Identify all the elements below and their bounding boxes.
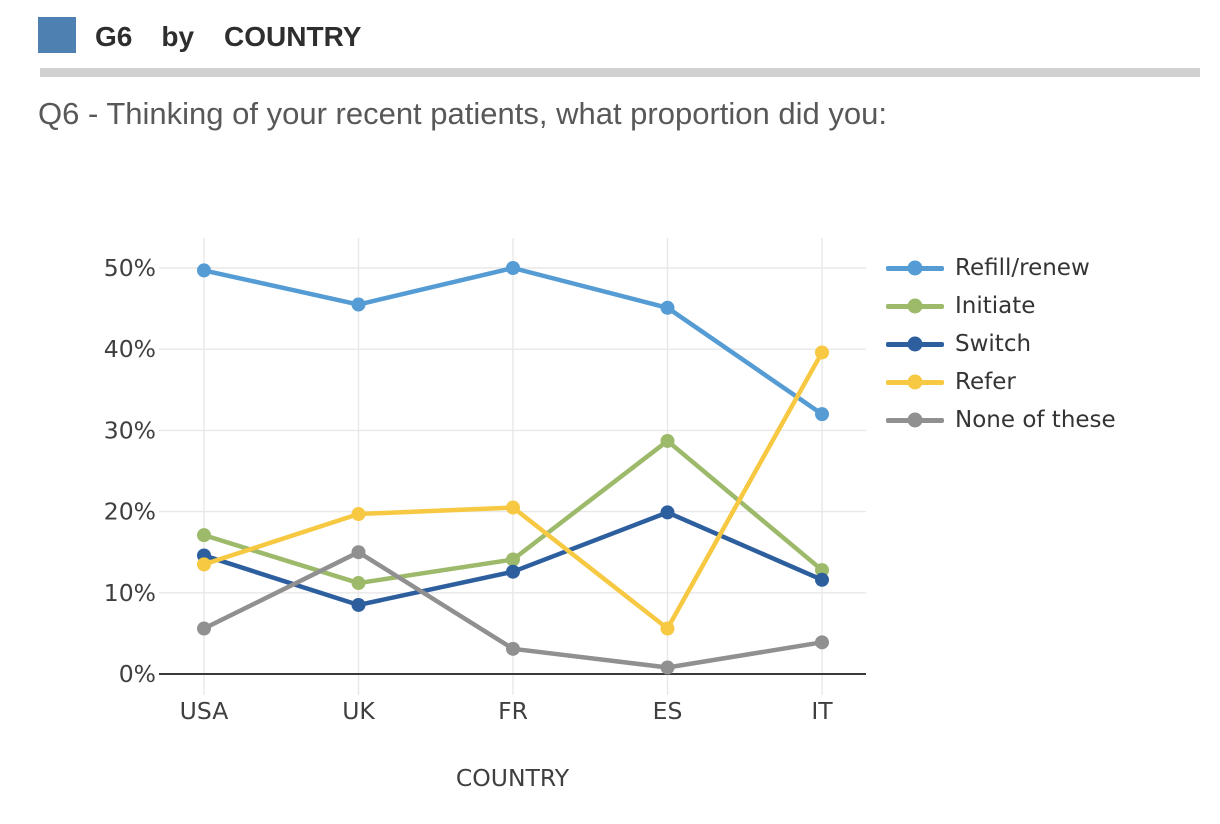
legend-dot-icon: [907, 260, 923, 276]
data-point-switch-uk: [351, 597, 366, 612]
legend-item-none-of-these[interactable]: None of these: [886, 401, 1116, 439]
data-point-refill-renew-usa: [197, 263, 211, 278]
title-measure: G6: [95, 21, 133, 52]
chart-legend: Refill/renew Initiate Switch Refer None …: [886, 249, 1116, 439]
data-point-refill-renew-uk: [351, 297, 366, 312]
legend-item-refill-renew[interactable]: Refill/renew: [886, 249, 1116, 287]
legend-dot-icon: [907, 412, 923, 428]
data-point-refer-fr: [506, 500, 520, 515]
legend-item-initiate[interactable]: Initiate: [886, 287, 1116, 325]
y-tick-label: 10%: [104, 579, 156, 607]
data-point-refill-renew-es: [660, 300, 675, 315]
x-axis-title: COUNTRY: [456, 764, 570, 792]
series-line-none-of-these: [201, 549, 825, 670]
data-point-refill-renew-it: [815, 407, 829, 422]
x-tick-label: USA: [180, 697, 229, 725]
y-tick-label: 20%: [104, 498, 156, 526]
data-point-initiate-fr: [506, 552, 520, 567]
y-tick-label: 40%: [104, 335, 156, 363]
data-point-initiate-usa: [197, 528, 211, 543]
title-connector: by: [161, 21, 195, 52]
title-group: COUNTRY: [224, 21, 362, 52]
x-tick-label: ES: [653, 697, 683, 725]
legend-line-marker: [886, 412, 944, 428]
legend-line-marker: [886, 336, 944, 352]
data-point-switch-fr: [506, 564, 520, 579]
data-point-none-of-these-uk: [351, 545, 366, 560]
legend-line-marker: [886, 260, 944, 276]
data-point-none-of-these-es: [660, 660, 675, 675]
data-point-refill-renew-fr: [506, 261, 520, 275]
data-point-initiate-es: [660, 433, 675, 448]
data-point-refer-usa: [197, 557, 211, 572]
x-tick-label: UK: [342, 697, 375, 725]
page-title: G6 by COUNTRY: [95, 19, 361, 55]
legend-label: Initiate: [955, 293, 1036, 319]
legend-dot-icon: [907, 374, 923, 390]
data-point-none-of-these-usa: [197, 621, 211, 636]
data-point-switch-it: [815, 572, 829, 587]
series-line-initiate: [201, 438, 825, 586]
question-text: Q6 - Thinking of your recent patients, w…: [38, 96, 887, 131]
data-point-initiate-uk: [351, 576, 366, 591]
data-point-refer-es: [660, 621, 675, 636]
x-tick-label: IT: [811, 697, 833, 725]
legend-label: Switch: [955, 331, 1032, 357]
x-tick-label: FR: [498, 697, 528, 725]
data-point-refer-it: [815, 345, 829, 360]
data-point-switch-es: [660, 505, 675, 520]
y-tick-label: 30%: [104, 416, 156, 444]
series-line-refer: [201, 350, 825, 631]
legend-dot-icon: [907, 336, 923, 352]
legend-line-marker: [886, 374, 944, 390]
data-point-none-of-these-fr: [506, 641, 520, 656]
y-tick-label: 50%: [104, 254, 156, 282]
legend-dot-icon: [907, 298, 923, 314]
legend-line-marker: [886, 298, 944, 314]
series-line-refill-renew: [201, 265, 825, 417]
legend-label: Refill/renew: [955, 255, 1090, 281]
legend-item-refer[interactable]: Refer: [886, 363, 1116, 401]
data-point-switch-usa: [197, 548, 211, 563]
chart-type-icon: [38, 17, 76, 53]
legend-label: None of these: [955, 407, 1116, 433]
data-point-none-of-these-it: [815, 635, 829, 650]
header-divider: [40, 68, 1200, 77]
data-point-refer-uk: [351, 507, 366, 522]
legend-item-switch[interactable]: Switch: [886, 325, 1116, 363]
y-tick-label: 0%: [119, 660, 156, 688]
data-point-initiate-it: [815, 563, 829, 578]
series-line-switch: [201, 510, 825, 608]
legend-label: Refer: [955, 369, 1016, 395]
